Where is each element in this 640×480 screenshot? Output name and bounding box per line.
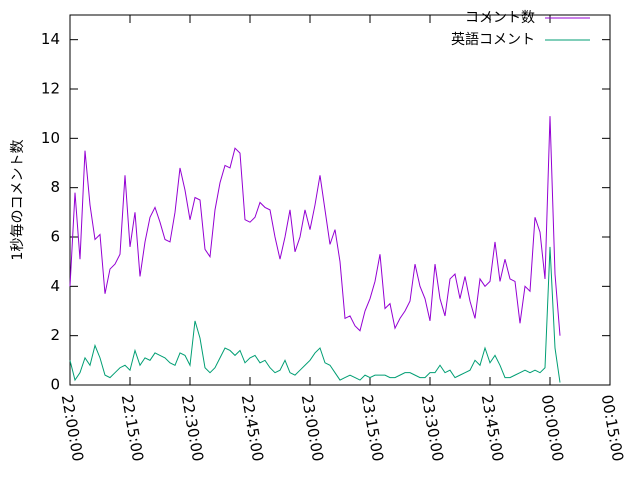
y-axis-label: 1秒毎のコメント数 [10, 140, 26, 261]
y-tick-label: 4 [50, 277, 60, 295]
y-tick-label: 2 [50, 326, 60, 344]
legend-label: コメント数 [465, 10, 535, 26]
x-tick-label: 22:45:00 [238, 393, 267, 462]
y-tick-label: 10 [41, 129, 60, 147]
x-tick-label: 00:15:00 [598, 393, 627, 462]
x-tick-label: 23:15:00 [358, 393, 387, 462]
x-tick-label: 22:00:00 [58, 393, 87, 462]
legend-label: 英語コメント [451, 31, 535, 48]
series-line [69, 246, 561, 383]
y-tick-label: 6 [50, 228, 60, 246]
plot-frame [69, 14, 611, 386]
x-tick-label: 00:00:00 [538, 393, 567, 462]
x-tick-label: 22:15:00 [118, 393, 147, 462]
x-tick-label: 23:30:00 [418, 393, 447, 462]
y-tick-label: 8 [50, 178, 60, 196]
y-tick-label: 14 [41, 30, 60, 48]
x-tick-label: 22:30:00 [178, 393, 207, 462]
x-tick-label: 23:00:00 [298, 393, 327, 462]
series-line [69, 116, 561, 336]
y-tick-label: 0 [50, 376, 60, 394]
x-tick-label: 23:45:00 [478, 393, 507, 462]
y-tick-label: 12 [41, 80, 60, 98]
